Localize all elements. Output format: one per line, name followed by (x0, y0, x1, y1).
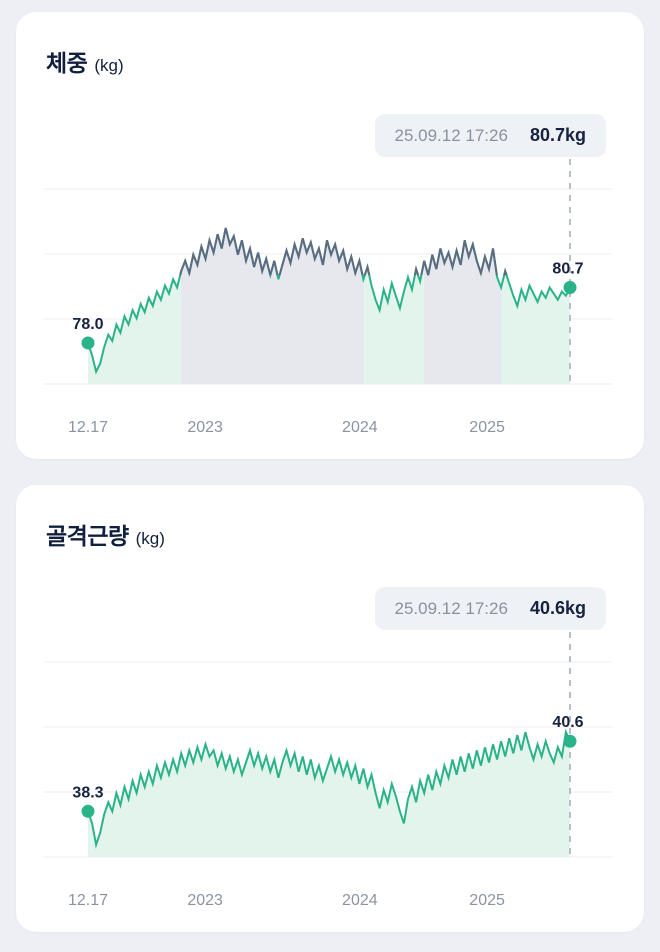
series-line-high (179, 227, 508, 276)
muscle-x-axis: 12.17 2023 2024 2025 (40, 888, 620, 916)
series-area (88, 732, 570, 857)
tooltip-value: 80.7kg (529, 125, 586, 145)
weight-card: 체중 (kg) 25.09.12 17:26 80.7kg 78.0 80.7 1… (16, 12, 644, 459)
tooltip-date: 25.09.12 17:26 (394, 125, 508, 145)
muscle-tooltip: 25.09.12 17:26 40.6kg (374, 587, 606, 630)
start-value-label: 38.3 (72, 784, 103, 801)
x-tick-label: 2024 (342, 892, 378, 909)
tooltip-date: 25.09.12 17:26 (394, 598, 508, 618)
end-value-label: 80.7 (552, 261, 583, 278)
page-title: 체중 (46, 50, 88, 76)
series-area-high (181, 228, 502, 384)
weight-tooltip: 25.09.12 17:26 80.7kg (374, 114, 606, 157)
x-tick-label: 2025 (469, 892, 505, 909)
weight-line-chart[interactable]: 78.0 80.7 (40, 159, 620, 411)
start-value-label: 78.0 (72, 316, 103, 333)
start-dot (81, 804, 95, 818)
start-dot (81, 336, 95, 350)
muscle-card: 골격근량 (kg) 25.09.12 17:26 40.6kg 38.3 40.6… (16, 485, 644, 932)
tooltip-value: 40.6kg (529, 598, 586, 618)
muscle-card-title: 골격근량 (kg) (46, 517, 614, 551)
x-tick-label: 12.17 (67, 419, 109, 436)
series-line (87, 728, 571, 849)
unit-label: (kg) (94, 56, 124, 75)
x-tick-label: 2023 (187, 892, 223, 909)
x-tick-label: 2024 (342, 419, 378, 436)
x-tick-label: 12.17 (67, 892, 109, 909)
x-tick-label: 2025 (469, 419, 505, 436)
end-value-label: 40.6 (552, 714, 583, 731)
weight-card-title: 체중 (kg) (46, 44, 614, 78)
weight-x-axis: 12.17 2023 2024 2025 (40, 415, 620, 443)
muscle-line-chart[interactable]: 38.3 40.6 (40, 632, 620, 884)
page-title: 골격근량 (46, 523, 129, 549)
end-dot[interactable] (563, 734, 577, 748)
weight-chart-area: 78.0 80.7 12.17 2023 2024 2025 (40, 159, 620, 443)
unit-label: (kg) (135, 529, 165, 548)
muscle-chart-area: 38.3 40.6 12.17 2023 2024 2025 (40, 632, 620, 916)
x-tick-label: 2023 (187, 419, 223, 436)
end-dot[interactable] (563, 281, 577, 295)
